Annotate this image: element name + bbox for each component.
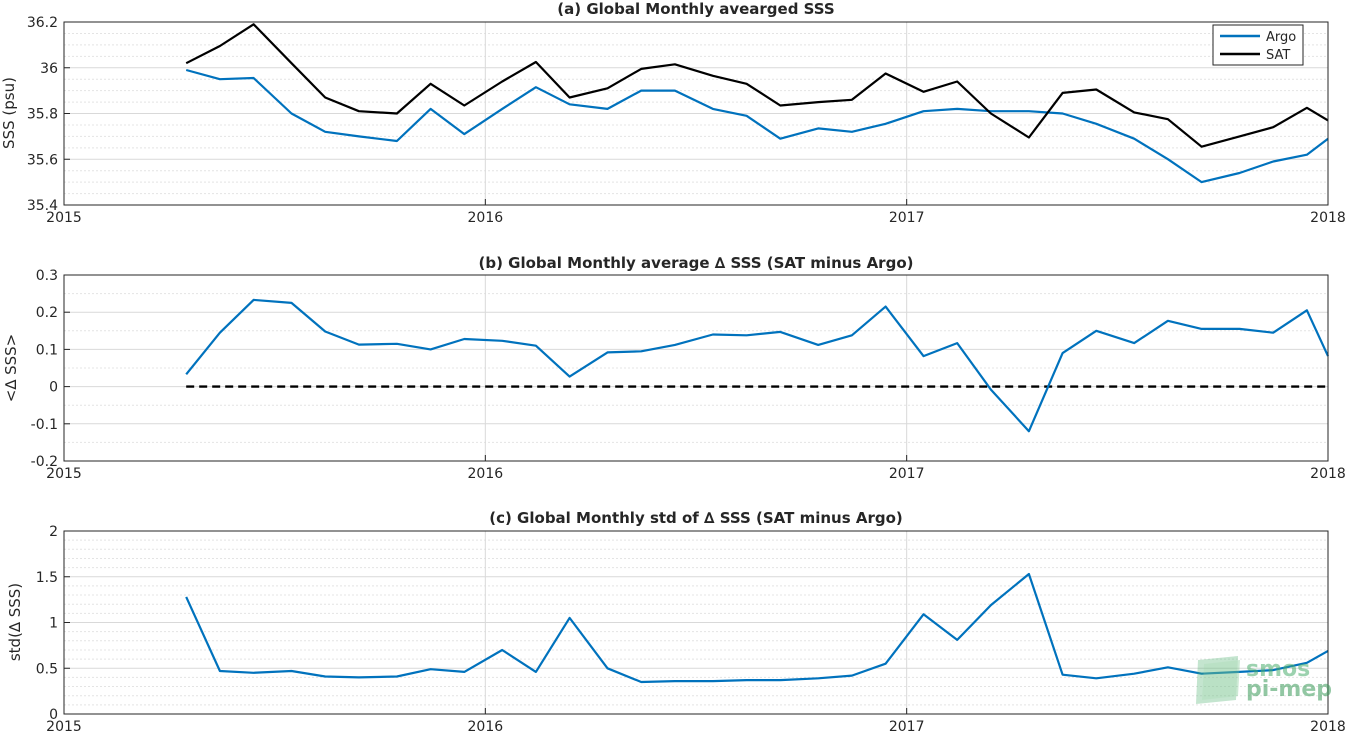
panel-b-delta-sss: (b) Global Monthly average ∆ SSS (SAT mi… (2, 254, 1346, 482)
y-tick-label: 0.3 (36, 268, 58, 284)
legend-sat-label: SAT (1266, 48, 1290, 63)
y-tick-label: 2 (49, 524, 58, 540)
x-tick-label: 2018 (1310, 719, 1346, 735)
legend-argo-label: Argo (1266, 30, 1296, 45)
panel-a-global-monthly-sss: (a) Global Monthly avearged SSS 35.4 35.6… (0, 0, 1346, 226)
panel-a-ticks: 35.4 35.6 35.8 36 36.2 2015 2016 2017 2018 (27, 15, 1346, 226)
panel-c-ticks: 0 0.5 1 1.5 2 2015 2016 2017 2018 (36, 524, 1346, 735)
x-tick-label: 2017 (889, 466, 925, 482)
series-line-b-delta (185, 298, 1329, 433)
panel-a-series (185, 23, 1329, 184)
logo-wave-1 (1196, 656, 1238, 704)
y-tick-label: 0.1 (36, 342, 58, 358)
panel-c-series (185, 572, 1329, 684)
axes-frame (63, 21, 1329, 206)
x-tick-label: 2016 (468, 210, 504, 226)
panel-a-ylabel: SSS (psu) (0, 77, 18, 149)
x-tick-label: 2015 (46, 719, 82, 735)
x-tick-label: 2015 (46, 466, 82, 482)
legend-box (1212, 24, 1304, 66)
logo-text-smos: smos (1246, 657, 1310, 682)
panel-b-grid (63, 274, 1329, 462)
panel-c-std-delta-sss: (c) Global Monthly std of ∆ SSS (SAT min… (6, 509, 1346, 735)
series-line-c-delta (185, 572, 1329, 684)
y-tick-label: 0 (49, 707, 58, 723)
y-tick-label: -0.2 (31, 454, 58, 470)
axes-frame (63, 530, 1329, 715)
y-tick-label: 1 (49, 616, 58, 632)
legend: Argo SAT (1212, 24, 1304, 66)
x-tick-label: 2018 (1310, 210, 1346, 226)
series-line-a-argo (185, 68, 1329, 184)
y-tick-label: 0.5 (36, 661, 58, 677)
x-tick-label: 2016 (468, 719, 504, 735)
y-tick-label: 36 (40, 61, 58, 77)
panel-c-title: (c) Global Monthly std of ∆ SSS (SAT min… (489, 509, 903, 527)
y-tick-label: 36.2 (27, 15, 58, 31)
axes-frame (63, 274, 1329, 462)
panel-b-ylabel: <∆ SSS> (2, 334, 20, 403)
y-tick-label: 35.8 (27, 107, 58, 123)
panel-b-ticks: -0.2 -0.1 0 0.1 0.2 0.3 2015 2016 2017 2018 (31, 268, 1346, 482)
y-tick-label: 35.4 (27, 198, 58, 214)
logo-text-pimep: pi-mep (1246, 677, 1332, 702)
x-tick-label: 2018 (1310, 466, 1346, 482)
series-line-a-sat (185, 23, 1329, 148)
x-tick-label: 2016 (468, 466, 504, 482)
y-tick-label: 0.2 (36, 305, 58, 321)
panel-b-series (185, 298, 1329, 433)
logo-wave-2 (1202, 660, 1240, 700)
x-tick-label: 2017 (889, 210, 925, 226)
y-tick-label: 35.6 (27, 152, 58, 168)
y-tick-label: 1.5 (36, 570, 58, 586)
smos-pimep-logo: smos pi-mep (1196, 656, 1332, 704)
panel-c-ylabel: std(∆ SSS) (6, 583, 24, 661)
y-tick-label: -0.1 (31, 417, 58, 433)
panel-b-title: (b) Global Monthly average ∆ SSS (SAT mi… (479, 254, 914, 272)
panel-a-title: (a) Global Monthly avearged SSS (557, 0, 834, 18)
panel-c-grid (63, 530, 1329, 715)
y-tick-label: 0 (49, 380, 58, 396)
x-tick-label: 2015 (46, 210, 82, 226)
x-tick-label: 2017 (889, 719, 925, 735)
